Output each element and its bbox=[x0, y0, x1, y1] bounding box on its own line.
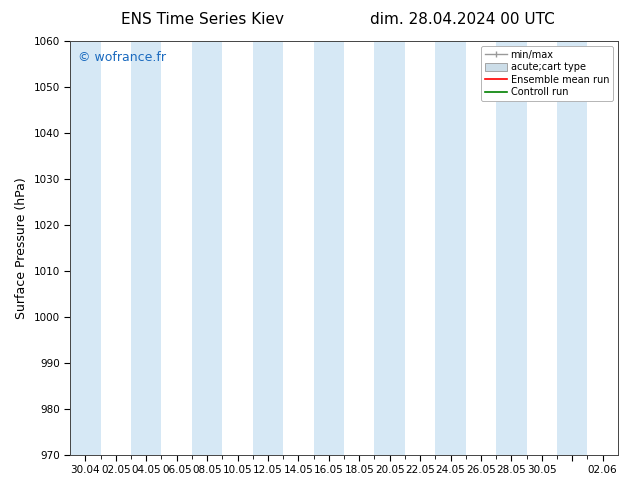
Bar bbox=[436, 41, 466, 455]
Text: ENS Time Series Kiev: ENS Time Series Kiev bbox=[121, 12, 285, 27]
Bar bbox=[131, 41, 162, 455]
Bar bbox=[192, 41, 223, 455]
Legend: min/max, acute;cart type, Ensemble mean run, Controll run: min/max, acute;cart type, Ensemble mean … bbox=[481, 46, 613, 101]
Bar bbox=[496, 41, 527, 455]
Bar bbox=[253, 41, 283, 455]
Y-axis label: Surface Pressure (hPa): Surface Pressure (hPa) bbox=[15, 177, 28, 318]
Text: dim. 28.04.2024 00 UTC: dim. 28.04.2024 00 UTC bbox=[370, 12, 555, 27]
Bar bbox=[314, 41, 344, 455]
Bar bbox=[70, 41, 101, 455]
Bar bbox=[557, 41, 588, 455]
Bar bbox=[375, 41, 405, 455]
Text: © wofrance.fr: © wofrance.fr bbox=[79, 51, 167, 64]
